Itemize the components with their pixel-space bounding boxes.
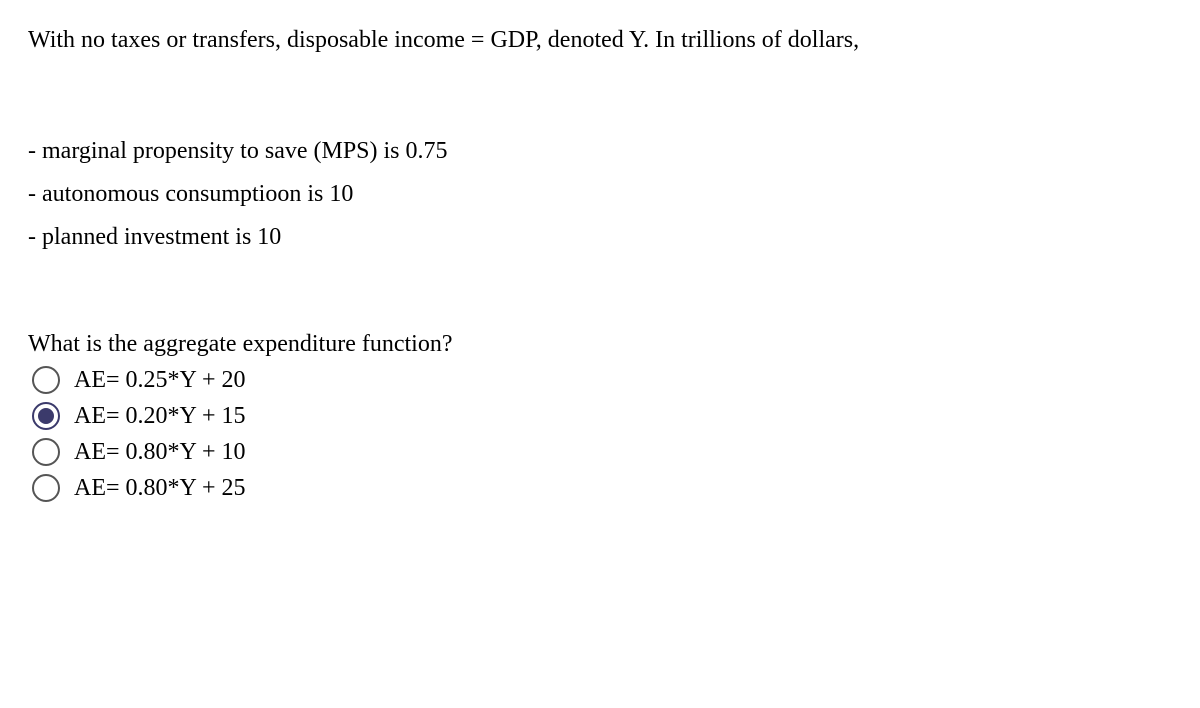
option-1[interactable]: AE= 0.20*Y + 15 xyxy=(32,402,1172,430)
radio-icon[interactable] xyxy=(32,474,60,502)
question-text: What is the aggregate expenditure functi… xyxy=(28,331,1172,358)
radio-icon[interactable] xyxy=(32,366,60,394)
bullet-item: - autonomous consumptioon is 10 xyxy=(28,173,1172,216)
option-label: AE= 0.80*Y + 25 xyxy=(74,475,246,502)
option-label: AE= 0.25*Y + 20 xyxy=(74,367,246,394)
option-2[interactable]: AE= 0.80*Y + 10 xyxy=(32,438,1172,466)
options-list: AE= 0.25*Y + 20 AE= 0.20*Y + 15 AE= 0.80… xyxy=(32,366,1172,502)
bullet-item: - marginal propensity to save (MPS) is 0… xyxy=(28,130,1172,173)
option-0[interactable]: AE= 0.25*Y + 20 xyxy=(32,366,1172,394)
option-3[interactable]: AE= 0.80*Y + 25 xyxy=(32,474,1172,502)
option-label: AE= 0.20*Y + 15 xyxy=(74,403,246,430)
bullet-item: - planned investment is 10 xyxy=(28,216,1172,259)
option-label: AE= 0.80*Y + 10 xyxy=(74,439,246,466)
radio-icon[interactable] xyxy=(32,438,60,466)
radio-icon[interactable] xyxy=(32,402,60,430)
bullets-list: - marginal propensity to save (MPS) is 0… xyxy=(28,130,1172,260)
intro-text: With no taxes or transfers, disposable i… xyxy=(28,24,1172,58)
